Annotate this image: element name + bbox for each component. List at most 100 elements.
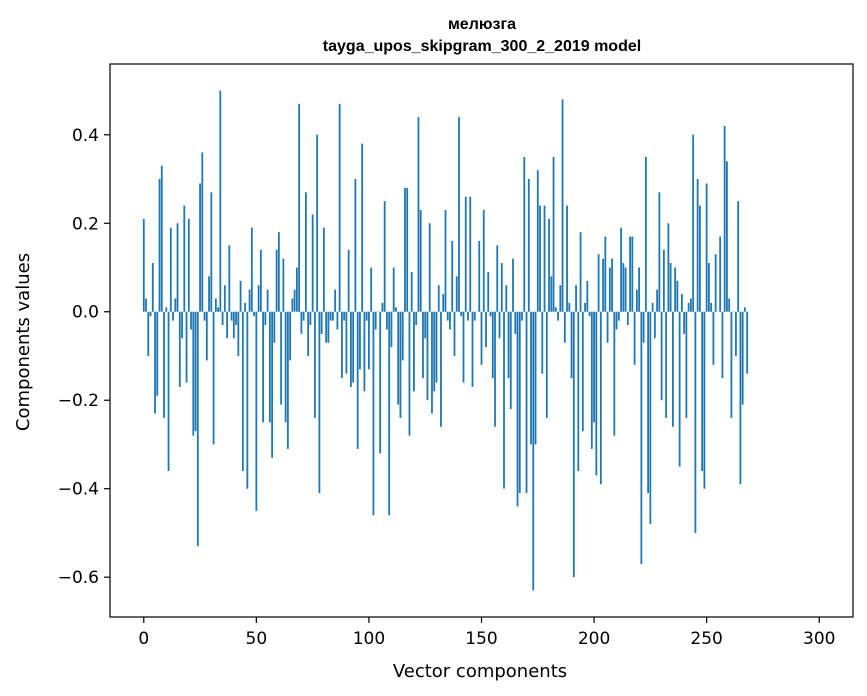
bar bbox=[584, 302, 586, 312]
bar bbox=[723, 125, 726, 312]
bar bbox=[534, 311, 537, 445]
bar bbox=[521, 311, 523, 321]
bar bbox=[214, 298, 217, 312]
bar bbox=[662, 249, 665, 312]
bar bbox=[298, 103, 301, 312]
bar bbox=[359, 311, 361, 370]
bar bbox=[550, 276, 553, 312]
bar bbox=[644, 156, 647, 312]
bar bbox=[446, 311, 449, 321]
bar bbox=[174, 298, 177, 312]
x-tick-label: 150 bbox=[465, 629, 497, 649]
bar bbox=[653, 311, 656, 339]
bar bbox=[557, 311, 559, 321]
bar bbox=[223, 285, 226, 312]
bar bbox=[264, 311, 267, 326]
bar bbox=[712, 311, 715, 365]
y-tick-label: 0.0 bbox=[72, 303, 99, 323]
bar bbox=[489, 311, 492, 317]
bar bbox=[226, 311, 228, 339]
bar bbox=[350, 311, 352, 387]
bar bbox=[746, 311, 749, 374]
bar bbox=[187, 218, 190, 312]
bar bbox=[318, 311, 321, 494]
bar bbox=[201, 152, 204, 312]
bar bbox=[406, 187, 409, 312]
bar bbox=[588, 311, 591, 317]
bar bbox=[570, 311, 573, 379]
bar bbox=[444, 209, 447, 312]
bar bbox=[419, 209, 422, 312]
bar bbox=[671, 311, 674, 427]
bar bbox=[527, 179, 530, 312]
bar bbox=[595, 311, 598, 476]
bar bbox=[199, 183, 201, 312]
bar bbox=[530, 311, 532, 445]
bar bbox=[181, 311, 183, 339]
bar bbox=[611, 258, 613, 312]
bar bbox=[345, 311, 348, 374]
bar bbox=[710, 302, 713, 312]
plot-frame bbox=[109, 63, 854, 618]
bar bbox=[726, 161, 728, 312]
bar bbox=[494, 311, 496, 427]
bar bbox=[160, 165, 163, 312]
bar bbox=[196, 311, 199, 547]
bar bbox=[615, 311, 618, 330]
bar bbox=[428, 223, 431, 312]
bar bbox=[458, 117, 460, 312]
bar bbox=[505, 285, 508, 312]
bar bbox=[559, 285, 562, 312]
bar bbox=[356, 311, 359, 449]
bar bbox=[241, 311, 244, 471]
bar bbox=[498, 311, 501, 339]
bar bbox=[163, 311, 165, 418]
bar bbox=[374, 311, 377, 330]
bar bbox=[399, 311, 402, 418]
bar bbox=[649, 311, 652, 525]
bar bbox=[692, 134, 695, 312]
bar bbox=[518, 311, 521, 494]
bar bbox=[370, 267, 373, 312]
bar bbox=[266, 289, 269, 312]
bar bbox=[631, 236, 634, 312]
bar bbox=[687, 302, 690, 312]
bar bbox=[552, 156, 555, 312]
bar bbox=[586, 280, 589, 312]
y-tick-label: 0.2 bbox=[72, 214, 99, 234]
bar bbox=[514, 311, 517, 334]
bar bbox=[219, 90, 222, 312]
x-tick-label: 250 bbox=[690, 629, 722, 649]
bar bbox=[469, 196, 472, 312]
bar bbox=[703, 311, 706, 489]
bar bbox=[300, 311, 303, 334]
bar bbox=[273, 311, 276, 343]
bar bbox=[320, 311, 323, 334]
bar bbox=[608, 267, 611, 312]
bar bbox=[449, 311, 451, 330]
bar bbox=[165, 307, 168, 312]
bar bbox=[566, 205, 568, 312]
bar bbox=[512, 258, 514, 312]
bar bbox=[705, 183, 708, 312]
bar bbox=[482, 209, 485, 312]
bar bbox=[417, 117, 420, 312]
bar bbox=[714, 254, 717, 312]
bar bbox=[203, 311, 206, 321]
bar bbox=[284, 311, 287, 423]
bar bbox=[277, 232, 280, 312]
bar bbox=[210, 192, 213, 312]
bar bbox=[467, 311, 469, 321]
bar bbox=[575, 285, 577, 312]
bar bbox=[532, 311, 535, 591]
bar bbox=[334, 289, 337, 312]
bar bbox=[413, 311, 415, 392]
bar bbox=[694, 311, 697, 533]
bar bbox=[667, 223, 670, 312]
bar bbox=[624, 267, 627, 312]
x-axis-ticks: 0 50 100 150 200 250 300 bbox=[138, 617, 835, 649]
bar bbox=[217, 307, 219, 312]
bar bbox=[309, 311, 312, 326]
bar bbox=[696, 179, 699, 312]
bar bbox=[638, 267, 641, 312]
